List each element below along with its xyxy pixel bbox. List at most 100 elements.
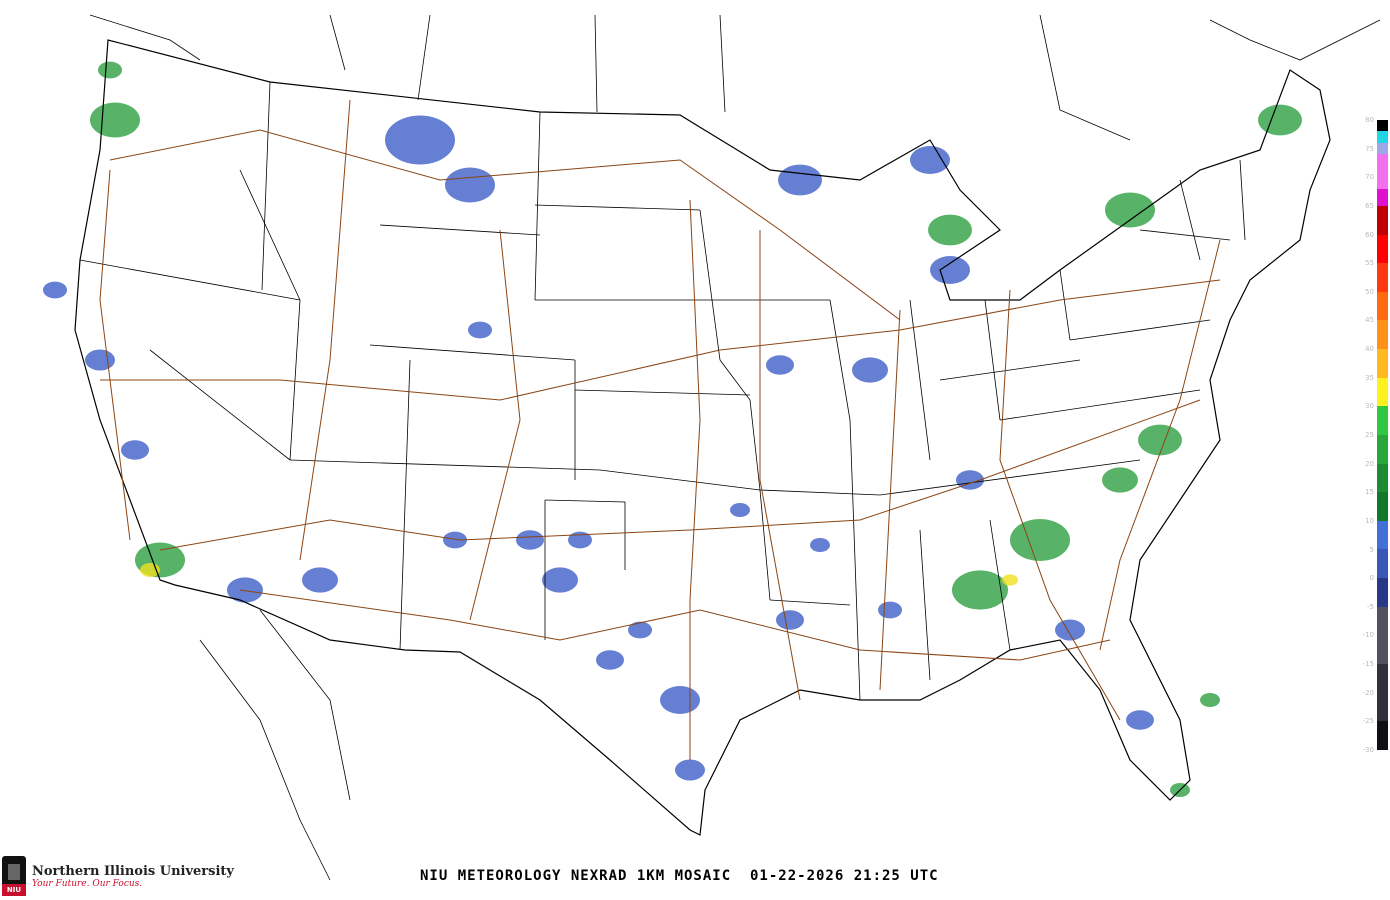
radar-echo <box>1010 519 1070 561</box>
colorbar-segment <box>1377 234 1388 264</box>
state-borders <box>79 81 1246 701</box>
state-border <box>1069 319 1211 341</box>
highway <box>159 399 1201 551</box>
state-border <box>289 299 301 461</box>
state-border <box>759 489 881 496</box>
radar-echo <box>1258 104 1302 136</box>
radar-echo <box>302 567 338 593</box>
colorbar-segment <box>1377 520 1388 550</box>
colorbar-label: -10 <box>1362 631 1374 640</box>
state-border <box>239 169 301 301</box>
map-title: NIU METEOROLOGY NEXRAD 1KM MOSAIC 01-22-… <box>420 868 939 884</box>
colorbar-segment <box>1377 377 1388 407</box>
colorbar-segment <box>1377 142 1388 155</box>
colorbar-label: 25 <box>1365 431 1374 439</box>
colorbar-label: 5 <box>1369 545 1374 554</box>
state-border <box>829 299 851 421</box>
state-border <box>79 259 301 301</box>
highway <box>1099 239 1221 651</box>
state-border <box>919 529 931 681</box>
state-border <box>399 359 411 651</box>
radar-echo <box>810 538 830 552</box>
highway <box>109 129 901 321</box>
colorbar-segment <box>1377 120 1388 132</box>
colorbar-segment <box>1377 434 1388 464</box>
radar-echo <box>852 357 888 383</box>
radar-echo <box>778 164 822 196</box>
radar-echo <box>43 281 67 299</box>
radar-echo <box>956 470 984 490</box>
state-border <box>1059 269 1071 341</box>
radar-echo <box>766 355 794 375</box>
radar-echo <box>568 531 592 549</box>
highway <box>99 169 131 541</box>
state-border <box>289 459 601 471</box>
state-border <box>989 519 1011 651</box>
radar-echo <box>660 686 700 714</box>
highway <box>689 199 701 760</box>
niu-logo: NIU Northern Illinois University Your Fu… <box>2 856 234 896</box>
radar-echo <box>1105 192 1155 228</box>
radar-echo <box>385 115 455 165</box>
radar-echo <box>930 256 970 284</box>
state-border <box>1239 159 1246 241</box>
colorbar-label: -30 <box>1362 746 1374 754</box>
state-border <box>599 469 761 491</box>
radar-echo <box>1138 424 1182 456</box>
radar-echoes <box>43 61 1302 797</box>
university-tagline: Your Future. Our Focus. <box>32 878 143 889</box>
colorbar-segment <box>1377 154 1388 189</box>
state-border <box>999 389 1201 421</box>
colorbar-segment <box>1377 549 1388 579</box>
highway <box>100 279 1221 401</box>
colorbar-segment <box>1377 320 1388 350</box>
state-border <box>261 81 271 291</box>
colorbar-segment <box>1377 606 1388 664</box>
state-border <box>769 599 851 606</box>
state-border <box>369 344 576 361</box>
colorbar-segment <box>1377 721 1388 750</box>
radar-echo <box>468 321 492 339</box>
colorbar-label: 20 <box>1365 459 1374 468</box>
radar-echo <box>85 349 115 371</box>
colorbar-segment <box>1377 205 1388 235</box>
colorbar-labels: 80 75 70 65 60 55 50 45 40 35 30 25 20 15 10 5 0 -5 -10 -15… <box>1360 116 1374 756</box>
state-border <box>149 349 291 461</box>
radar-echo <box>1055 619 1085 641</box>
colorbar-label: 50 <box>1365 287 1374 296</box>
radar-echo <box>952 570 1008 610</box>
colorbar-label: 10 <box>1365 516 1374 525</box>
colorbar-label: -25 <box>1362 717 1374 726</box>
colorbar-label: 70 <box>1365 173 1374 182</box>
colorbar-label: 75 <box>1365 144 1374 153</box>
state-border <box>879 459 1141 496</box>
colorbar-segment <box>1377 492 1388 521</box>
colorbar-label: 45 <box>1365 316 1374 325</box>
state-border <box>544 499 626 570</box>
colorbar-label: 60 <box>1365 230 1374 239</box>
highway <box>879 309 901 691</box>
colorbar-segment <box>1377 349 1388 378</box>
colorbar-segment <box>1377 463 1388 493</box>
radar-echo <box>227 577 263 603</box>
colorbar-segment <box>1377 406 1388 435</box>
reflectivity-colorbar <box>1377 120 1388 750</box>
state-border <box>759 489 771 601</box>
radar-echo <box>910 146 950 174</box>
interstate-highways <box>99 99 1221 760</box>
radar-echo <box>675 759 705 781</box>
colorbar-label: 35 <box>1365 373 1374 382</box>
state-border <box>849 419 861 701</box>
highway <box>999 289 1121 721</box>
state-border <box>939 359 1081 381</box>
state-border <box>534 204 701 211</box>
highway <box>469 229 521 621</box>
colorbar-label: 55 <box>1365 259 1374 268</box>
state-border <box>984 299 1001 421</box>
highway <box>299 99 351 561</box>
radar-echo <box>443 531 467 549</box>
radar-echo <box>516 530 544 550</box>
state-border <box>699 209 721 361</box>
colorbar-segment <box>1377 578 1388 607</box>
